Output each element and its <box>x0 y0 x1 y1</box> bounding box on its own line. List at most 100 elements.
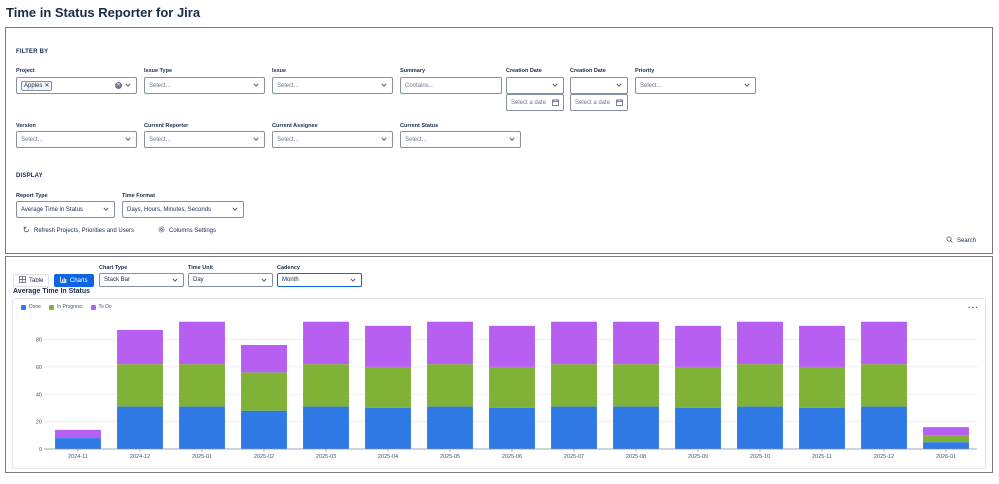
bar-segment-done[interactable] <box>427 406 473 449</box>
bar-segment-to-do[interactable] <box>489 325 535 367</box>
bar-segment-in-progress[interactable] <box>861 364 907 407</box>
version-select[interactable]: Select... <box>16 131 137 148</box>
bar-segment-to-do[interactable] <box>737 321 783 365</box>
legend-item-done[interactable]: Done <box>21 304 41 310</box>
x-tick-label: 2024-12 <box>130 454 150 460</box>
x-tick-label: 2025-07 <box>564 454 584 460</box>
bar-segment-done[interactable] <box>737 406 783 449</box>
project-chip[interactable]: Apples ✕ <box>21 80 53 91</box>
bar-segment-in-progress[interactable] <box>923 435 969 443</box>
creation-date-from-input[interactable]: Select a date <box>506 94 564 111</box>
refresh-icon <box>23 226 30 235</box>
priority-select[interactable]: Select... <box>635 77 756 94</box>
bar-segment-in-progress[interactable] <box>613 364 659 407</box>
bar-segment-done[interactable] <box>861 406 907 449</box>
bar-segment-to-do[interactable] <box>861 321 907 365</box>
bar-segment-in-progress[interactable] <box>179 364 225 407</box>
bar-segment-done[interactable] <box>799 407 845 449</box>
table-view-toggle[interactable]: Table <box>13 274 50 287</box>
calendar-icon[interactable] <box>616 99 623 106</box>
bar-segment-to-do[interactable] <box>551 321 597 365</box>
bar-segment-done[interactable] <box>489 407 535 449</box>
refresh-label: Refresh Projects, Priorities and Users <box>34 227 135 234</box>
summary-input[interactable]: Contains... <box>400 77 502 94</box>
search-button[interactable]: Search <box>946 236 976 245</box>
bar-segment-to-do[interactable] <box>117 329 163 365</box>
current-reporter-select[interactable]: Select... <box>144 131 265 148</box>
x-tick-label: 2025-04 <box>378 454 398 460</box>
clear-icon[interactable]: ✕ <box>115 82 122 89</box>
bar-segment-in-progress[interactable] <box>799 366 845 408</box>
summary-label: Summary <box>400 68 426 74</box>
chevron-down-icon <box>232 206 238 212</box>
bar-segment-to-do[interactable] <box>55 429 101 439</box>
bar-segment-in-progress[interactable] <box>365 366 411 408</box>
creation-date-from-label: Creation Date <box>506 68 542 74</box>
bar-segment-to-do[interactable] <box>427 321 473 365</box>
chevron-down-icon <box>125 136 131 142</box>
bar-segment-to-do[interactable] <box>923 427 969 436</box>
x-tick-label: 2025-06 <box>502 454 522 460</box>
bar-segment-done[interactable] <box>179 406 225 449</box>
bar-segment-in-progress[interactable] <box>241 372 287 411</box>
current-status-label: Current Status <box>400 123 439 129</box>
bar-segment-to-do[interactable] <box>613 321 659 365</box>
bar-segment-done[interactable] <box>55 438 101 449</box>
cadency-select[interactable]: Month <box>277 273 362 287</box>
version-placeholder: Select... <box>21 136 43 143</box>
chip-remove-icon[interactable]: ✕ <box>44 83 50 89</box>
bar-segment-done[interactable] <box>551 406 597 449</box>
bar-segment-to-do[interactable] <box>303 321 349 365</box>
bar-segment-in-progress[interactable] <box>675 366 721 408</box>
time-format-value: Days, Hours, Minutes, Seconds <box>127 206 212 213</box>
chart-type-select[interactable]: Stack Bar <box>99 273 184 287</box>
bar-segment-in-progress[interactable] <box>737 364 783 407</box>
charts-view-toggle[interactable]: Charts <box>54 274 94 287</box>
y-tick-label: 80 <box>36 338 42 344</box>
calendar-icon[interactable] <box>552 99 559 106</box>
bar-segment-done[interactable] <box>613 406 659 449</box>
chevron-down-icon <box>172 277 178 283</box>
x-tick-label: 2025-08 <box>626 454 646 460</box>
bar-segment-in-progress[interactable] <box>489 366 535 408</box>
report-type-value: Average Time in Status <box>21 206 83 213</box>
bar-segment-in-progress[interactable] <box>117 364 163 407</box>
time-unit-select[interactable]: Day <box>188 273 273 287</box>
report-type-select[interactable]: Average Time in Status <box>16 201 115 218</box>
bar-segment-to-do[interactable] <box>365 325 411 367</box>
current-assignee-select[interactable]: Select... <box>272 131 393 148</box>
app-title: Time in Status Reporter for Jira <box>6 5 201 20</box>
bar-segment-done[interactable] <box>675 407 721 449</box>
refresh-button[interactable]: Refresh Projects, Priorities and Users <box>23 226 134 235</box>
more-options-icon[interactable]: ··· <box>968 303 979 312</box>
creation-date-to-operator[interactable] <box>570 77 628 94</box>
bar-segment-done[interactable] <box>923 442 969 449</box>
bar-segment-done[interactable] <box>303 406 349 449</box>
bar-segment-in-progress[interactable] <box>303 364 349 407</box>
legend-item-in-progress[interactable]: In Progress <box>48 304 83 310</box>
project-select[interactable]: Apples ✕ ✕ <box>16 77 137 94</box>
bar-segment-to-do[interactable] <box>179 321 225 365</box>
x-tick-label: 2025-11 <box>812 454 832 460</box>
current-status-select[interactable]: Select... <box>400 131 521 148</box>
bar-segment-done[interactable] <box>117 406 163 449</box>
bar-segment-in-progress[interactable] <box>551 364 597 407</box>
bar-segment-in-progress[interactable] <box>427 364 473 407</box>
chart-title: Average Time In Status <box>13 288 91 295</box>
issue-type-select[interactable]: Select... <box>144 77 265 94</box>
bar-segment-to-do[interactable] <box>675 325 721 367</box>
time-format-select[interactable]: Days, Hours, Minutes, Seconds <box>122 201 244 218</box>
bar-segment-done[interactable] <box>365 407 411 449</box>
bar-segment-done[interactable] <box>241 410 287 449</box>
issue-select[interactable]: Select... <box>272 77 393 94</box>
bar-segment-to-do[interactable] <box>241 345 287 373</box>
legend-item-to-do[interactable]: To Do <box>90 304 112 310</box>
y-tick-label: 20 <box>36 420 42 426</box>
chevron-down-icon <box>381 136 387 142</box>
chart-legend: Done In Progress To Do <box>21 304 112 310</box>
columns-settings-button[interactable]: Columns Settings <box>158 226 216 235</box>
creation-date-from-operator[interactable] <box>506 77 564 94</box>
bar-segment-to-do[interactable] <box>799 325 845 367</box>
filter-panel: FILTER BY Project Apples ✕ ✕ Issue Type S… <box>5 27 993 254</box>
creation-date-to-input[interactable]: Select a date <box>570 94 628 111</box>
